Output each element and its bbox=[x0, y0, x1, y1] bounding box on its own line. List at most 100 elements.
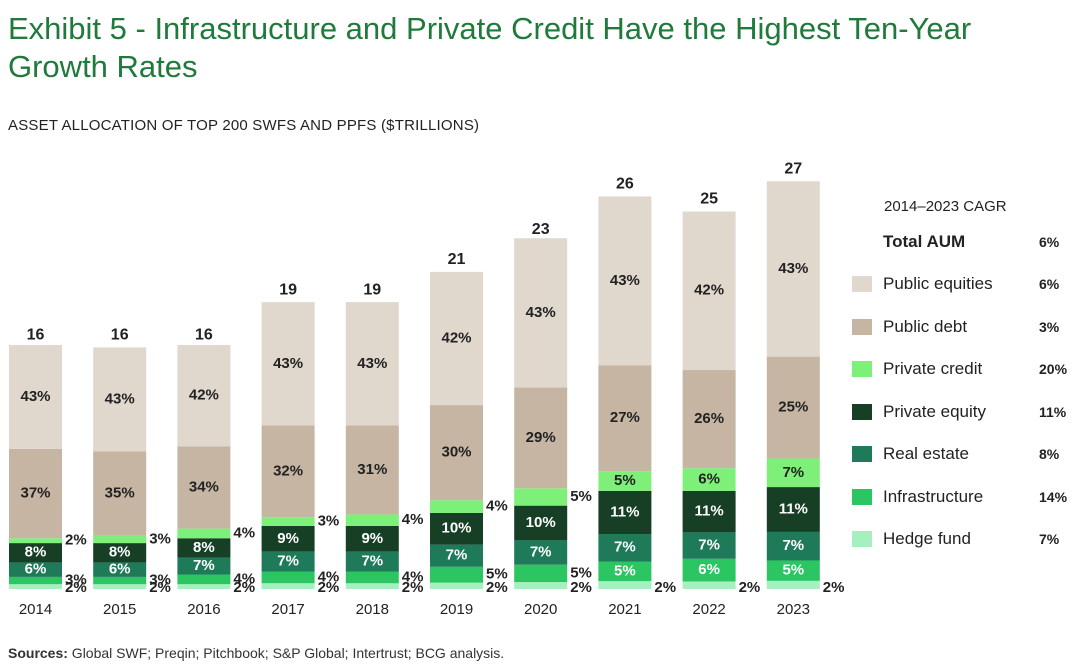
bar-segment-public-debt bbox=[430, 405, 483, 501]
bar-segment-public-equities bbox=[9, 344, 62, 449]
segment-label: 8% bbox=[109, 544, 131, 561]
segment-label-outside: 2% bbox=[318, 579, 340, 596]
segment-label-outside: 2% bbox=[570, 579, 592, 596]
segment-label: 8% bbox=[193, 539, 215, 556]
bar-segment-private-credit bbox=[261, 517, 315, 526]
segment-label-outside: 4% bbox=[318, 568, 340, 585]
legend-item-private-credit: Private credit 20% bbox=[852, 359, 1077, 379]
bar-segment-infrastructure bbox=[93, 576, 147, 585]
x-tick-label: 2021 bbox=[608, 601, 641, 618]
bar-segment-real-estate bbox=[93, 562, 147, 577]
segment-label: 43% bbox=[20, 388, 50, 405]
chart-title: Exhibit 5 - Infrastructure and Private C… bbox=[8, 11, 972, 84]
x-tick-label: 2022 bbox=[692, 601, 725, 618]
segment-label: 26% bbox=[694, 410, 724, 427]
bar-total-label: 23 bbox=[532, 221, 550, 238]
segment-label: 43% bbox=[105, 390, 135, 407]
segment-label-outside: 3% bbox=[149, 572, 171, 589]
segment-label: 27% bbox=[610, 409, 640, 426]
bar-segment-public-equities bbox=[345, 302, 399, 426]
bar-segment-public-equities bbox=[682, 211, 736, 371]
bar-segment-infrastructure bbox=[682, 558, 736, 582]
segment-label: 6% bbox=[698, 561, 720, 578]
sources-text: Global SWF; Preqin; Pitchbook; S&P Globa… bbox=[67, 645, 505, 661]
bar-segment-hedge-fund bbox=[9, 584, 62, 589]
segment-label-outside: 5% bbox=[570, 564, 592, 581]
segment-label-outside: 2% bbox=[65, 532, 87, 549]
segment-label-outside: 4% bbox=[233, 570, 255, 587]
segment-label: 42% bbox=[694, 282, 724, 299]
segment-label-outside: 3% bbox=[149, 530, 171, 547]
segment-label-outside: 2% bbox=[65, 579, 87, 596]
segment-label-outside: 2% bbox=[654, 579, 676, 596]
bar-segment-private-credit bbox=[514, 488, 568, 506]
bar-segment-public-debt bbox=[345, 425, 399, 515]
legend-value: 7% bbox=[1039, 531, 1060, 547]
segment-label-outside: 4% bbox=[486, 498, 508, 515]
bar-segment-real-estate bbox=[598, 534, 652, 562]
segment-label-outside: 3% bbox=[318, 513, 340, 530]
legend-value: 20% bbox=[1039, 361, 1068, 377]
segment-label: 43% bbox=[610, 272, 640, 289]
x-tick-label: 2023 bbox=[777, 601, 810, 618]
bar-segment-hedge-fund bbox=[177, 584, 231, 589]
segment-label: 43% bbox=[526, 304, 556, 321]
segment-label: 43% bbox=[778, 260, 808, 277]
legend-swatch bbox=[852, 318, 872, 335]
bar-segment-public-debt bbox=[261, 425, 315, 518]
segment-label: 37% bbox=[20, 485, 50, 502]
segment-label: 32% bbox=[273, 462, 303, 479]
legend-swatch bbox=[852, 531, 872, 547]
bar-total-label: 25 bbox=[700, 191, 718, 208]
bar-segment-hedge-fund bbox=[261, 583, 315, 589]
segment-label: 5% bbox=[614, 472, 636, 489]
bar-segment-real-estate bbox=[682, 532, 736, 559]
bar-segment-public-equities bbox=[430, 271, 483, 406]
segment-label: 10% bbox=[441, 520, 471, 537]
bar-segment-private-equity bbox=[9, 543, 62, 563]
bar-total-label: 19 bbox=[279, 281, 297, 298]
legend-value: 3% bbox=[1039, 318, 1060, 335]
segment-label: 7% bbox=[698, 537, 720, 554]
bar-segment-real-estate bbox=[514, 540, 568, 565]
legend-item-real-estate: Real estate 8% bbox=[852, 444, 1077, 464]
bar-segment-infrastructure bbox=[9, 576, 62, 585]
segment-label-outside: 5% bbox=[570, 488, 592, 505]
legend-item-public-equities: Public equities 6% bbox=[852, 274, 1077, 294]
bar-segment-infrastructure bbox=[598, 561, 652, 582]
legend-swatch bbox=[852, 361, 872, 377]
legend: 2014–2023 CAGR Total AUM 6% Public equit… bbox=[852, 198, 1077, 548]
segment-label-outside: 2% bbox=[233, 579, 255, 596]
segment-label: 7% bbox=[530, 544, 552, 561]
bar-total-label: 16 bbox=[195, 327, 213, 344]
segment-label: 11% bbox=[779, 500, 808, 517]
bar-segment-private-equity bbox=[430, 512, 483, 545]
bar-segment-private-equity bbox=[598, 490, 652, 535]
legend-swatch bbox=[852, 276, 872, 292]
segment-label: 7% bbox=[782, 464, 804, 481]
bar-segment-private-credit bbox=[9, 538, 62, 544]
segment-label: 11% bbox=[610, 503, 639, 520]
bar-segment-private-equity bbox=[345, 525, 399, 552]
bar-segment-public-debt bbox=[514, 387, 568, 489]
segment-label-outside: 5% bbox=[486, 566, 508, 583]
bar-segment-infrastructure bbox=[177, 574, 231, 585]
bar-segment-private-credit bbox=[766, 458, 820, 488]
bar-segment-real-estate bbox=[261, 551, 315, 572]
segment-label: 43% bbox=[273, 355, 303, 372]
segment-label: 25% bbox=[778, 399, 808, 416]
bar-segment-hedge-fund bbox=[514, 582, 568, 589]
segment-label: 7% bbox=[614, 539, 636, 556]
legend-total-spacer bbox=[852, 234, 872, 250]
legend-value: 6% bbox=[1039, 276, 1060, 292]
bar-segment-hedge-fund bbox=[430, 582, 483, 589]
bar-segment-hedge-fund bbox=[766, 580, 820, 589]
legend-label: Public debt bbox=[883, 316, 968, 336]
segment-label-outside: 4% bbox=[402, 568, 424, 585]
bar-total-label: 21 bbox=[448, 251, 466, 268]
segment-label: 8% bbox=[25, 544, 47, 561]
bar-segment-public-equities bbox=[766, 181, 820, 357]
segment-label: 6% bbox=[25, 561, 47, 578]
segment-label: 5% bbox=[614, 562, 636, 579]
legend-item-private-equity: Private equity 11% bbox=[852, 402, 1077, 422]
